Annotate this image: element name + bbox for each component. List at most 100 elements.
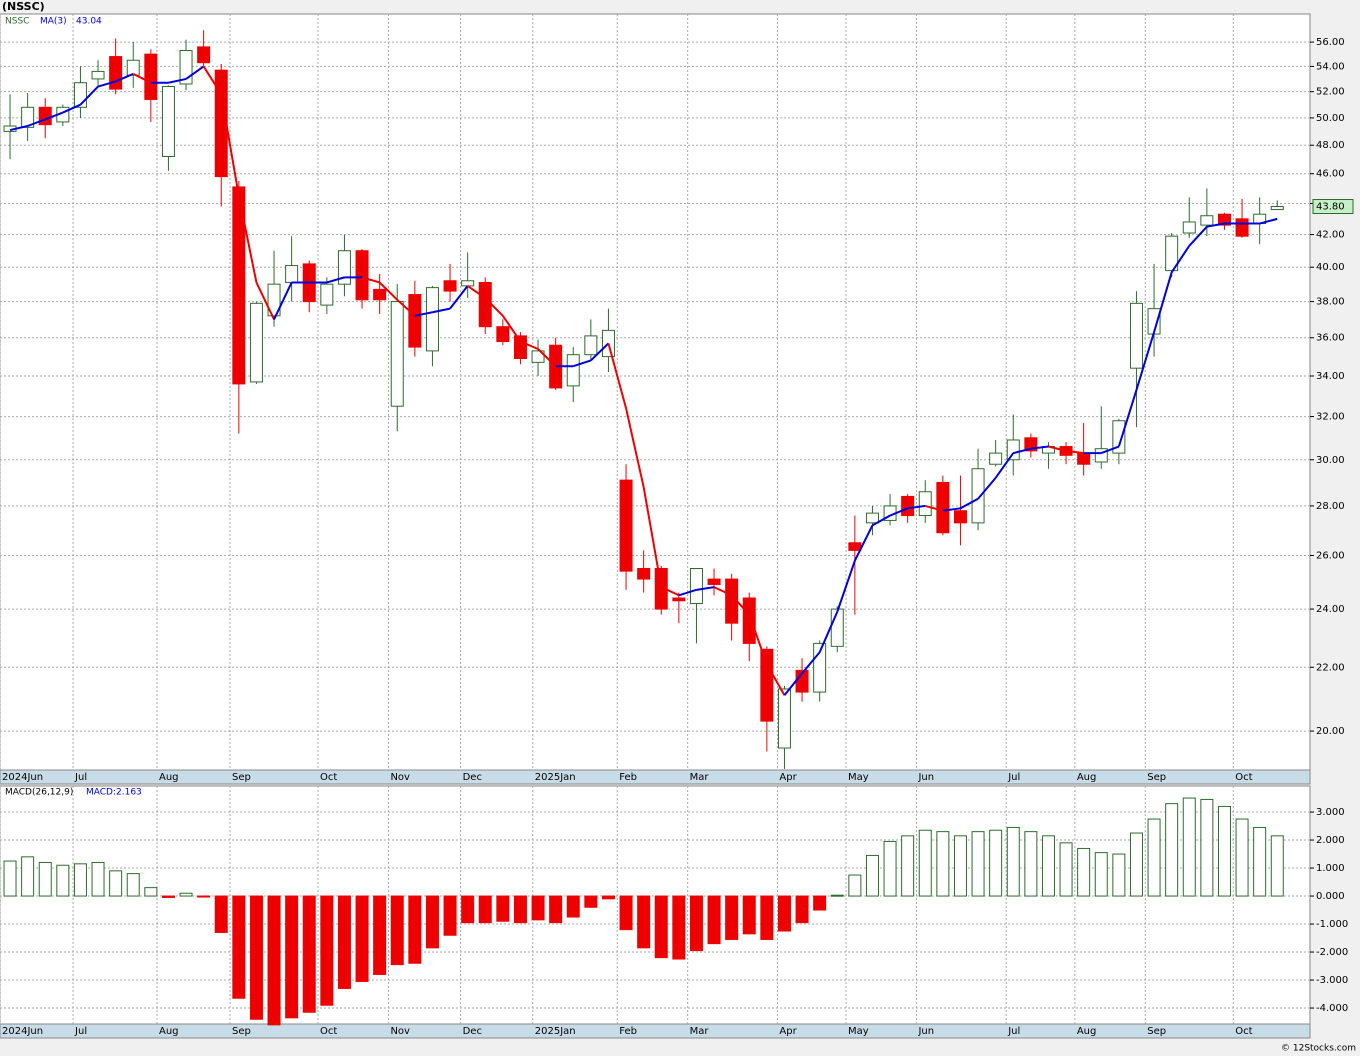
- macd-bar: [1253, 826, 1267, 897]
- x-tick-label: Jul: [74, 1026, 87, 1037]
- ma-line: [1135, 331, 1156, 391]
- ma-line: [642, 486, 663, 588]
- ma-line: [220, 94, 240, 197]
- y-tick-label: 26.00: [1316, 551, 1345, 562]
- ma-line: [1206, 222, 1225, 228]
- macd-bar: [1059, 842, 1073, 897]
- ma-line: [168, 77, 187, 84]
- candle-body: [197, 46, 211, 64]
- last-price-label: 43.80: [1316, 202, 1345, 213]
- candle-body: [320, 283, 334, 306]
- macd-bar: [179, 892, 193, 897]
- macd-bar: [21, 856, 35, 897]
- macd-bar: [619, 895, 633, 931]
- ma-line: [678, 588, 697, 597]
- x-tick-label: Sep: [232, 1026, 251, 1037]
- ma-line: [907, 504, 926, 510]
- footer: © 12Stocks.com: [1281, 1044, 1356, 1054]
- macd-value: MACD:2.163: [86, 788, 142, 798]
- candle-body: [1235, 218, 1249, 237]
- x-tick-label: Nov: [390, 1026, 410, 1037]
- macd-bar: [249, 895, 263, 1020]
- x-tick-label: Apr: [779, 772, 797, 783]
- candle-body: [408, 294, 422, 348]
- macd-bar: [777, 895, 791, 932]
- ma-line: [696, 586, 715, 591]
- candle-body: [232, 186, 246, 385]
- ma-line: [1030, 445, 1049, 450]
- ma-line: [396, 299, 416, 317]
- y-tick-label: -3.000: [1316, 975, 1348, 986]
- ma-line: [414, 311, 433, 317]
- y-tick-label: 50.00: [1316, 113, 1345, 124]
- macd-bar: [742, 895, 756, 935]
- x-tick-label: Dec: [463, 1026, 482, 1037]
- macd-bar: [637, 895, 651, 949]
- y-tick-label: 32.00: [1316, 412, 1345, 423]
- x-tick-label: Nov: [390, 772, 410, 783]
- ma-line: [520, 340, 539, 350]
- x-tick-label: Sep: [1147, 772, 1166, 783]
- y-tick-label: 48.00: [1316, 140, 1345, 151]
- legend-ma: MA(3): [40, 17, 67, 27]
- candle-body: [461, 280, 475, 287]
- ma-line: [132, 73, 152, 84]
- candle-body: [144, 53, 158, 100]
- macd-bar: [232, 895, 246, 999]
- ma-line: [62, 103, 81, 114]
- ma-line: [889, 507, 909, 517]
- x-tick-label: Mar: [690, 772, 710, 783]
- y-tick-label: 28.00: [1316, 501, 1345, 512]
- y-tick-label: 2.000: [1316, 835, 1345, 846]
- x-tick-label: Aug: [1077, 1026, 1097, 1037]
- candle-body: [672, 597, 686, 602]
- ma-line: [273, 282, 293, 320]
- macd-title: MACD(26,12,9): [5, 788, 73, 798]
- candle-body: [496, 326, 510, 342]
- candle-body: [619, 479, 633, 572]
- y-tick-label: 54.00: [1316, 61, 1345, 72]
- candle-body: [1112, 420, 1126, 454]
- macd-bar: [38, 861, 52, 897]
- macd-bar: [865, 854, 879, 897]
- y-tick-label: -4.000: [1316, 1003, 1348, 1014]
- macd-bar: [601, 895, 615, 900]
- candle-body: [513, 335, 527, 360]
- ma-line: [537, 348, 557, 367]
- candle-body: [936, 481, 950, 534]
- ma-line: [1259, 217, 1278, 225]
- ma-line: [853, 524, 874, 562]
- macd-bar: [1024, 831, 1038, 897]
- ma-line: [924, 504, 944, 512]
- y-tick-label: 34.00: [1316, 371, 1345, 382]
- macd-bar: [1129, 832, 1143, 897]
- ma-line: [977, 477, 997, 500]
- ma-line: [836, 560, 856, 613]
- macd-bar: [936, 831, 950, 897]
- macd-bar: [549, 895, 563, 924]
- macd-bar: [1235, 818, 1249, 897]
- x-tick-label: May: [848, 1026, 869, 1037]
- macd-bar: [883, 840, 897, 897]
- x-tick-label: Oct: [1235, 1026, 1252, 1037]
- candle-body: [989, 452, 1003, 465]
- macd-bar: [126, 873, 140, 897]
- ma-line: [818, 611, 839, 653]
- x-tick-label: 2024Jun: [2, 1026, 43, 1037]
- candle-body: [637, 568, 651, 580]
- candle-body: [478, 281, 492, 328]
- x-tick-label: 2024Jun: [2, 772, 43, 783]
- x-tick-label: Jul: [1007, 772, 1020, 783]
- candle-body: [689, 568, 703, 605]
- macd-bar: [1182, 797, 1196, 897]
- ma-line: [449, 285, 469, 310]
- candle-body: [267, 283, 281, 317]
- macd-bar: [461, 895, 475, 924]
- ma-line: [202, 65, 223, 95]
- legend-ma-value: 43.04: [76, 17, 102, 27]
- y-tick-label: -1.000: [1316, 919, 1348, 930]
- ma-line: [1153, 271, 1173, 333]
- macd-bar: [144, 887, 158, 897]
- candle-body: [777, 688, 791, 749]
